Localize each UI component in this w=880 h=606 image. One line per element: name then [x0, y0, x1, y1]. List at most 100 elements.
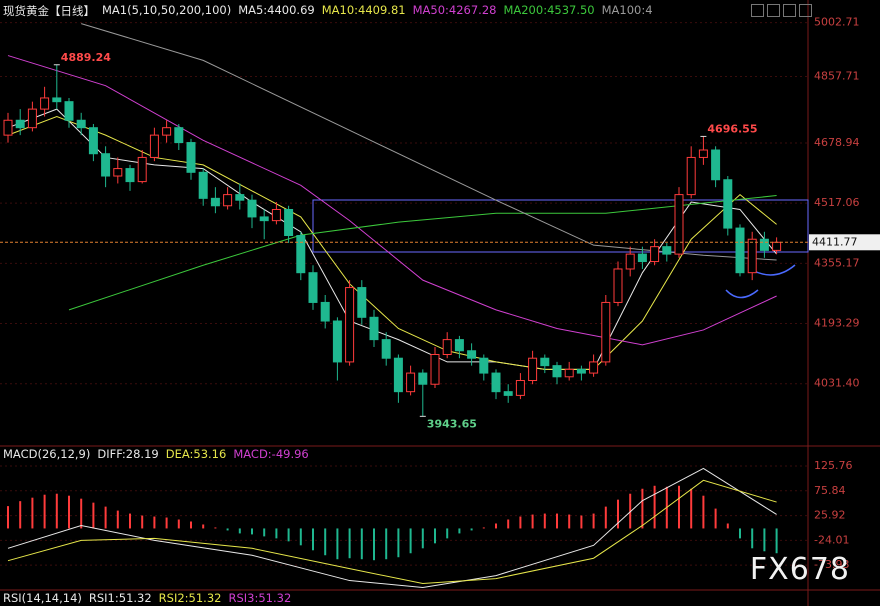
candle-body	[381, 339, 391, 359]
y-tick-label: 25.92	[814, 509, 846, 522]
tool-button[interactable]	[751, 4, 764, 17]
candle-body	[552, 365, 562, 378]
watermark: FX678	[749, 552, 850, 587]
candle-body	[662, 246, 672, 255]
candle-body	[125, 168, 135, 183]
candle-body	[15, 119, 25, 129]
candle-body	[674, 194, 684, 255]
candle-body	[271, 208, 281, 222]
candle-body	[467, 350, 477, 359]
toolbar[interactable]	[751, 4, 812, 17]
candle-body	[686, 156, 696, 196]
candle-body	[162, 127, 172, 136]
annotation-label: 4696.55	[707, 122, 757, 135]
y-tick-label: 4355.17	[814, 256, 860, 269]
candle-body	[320, 301, 330, 322]
candle-body	[406, 372, 416, 393]
candle-body	[235, 194, 245, 201]
y-tick-label: 4517.06	[814, 196, 860, 209]
legend-entry: RSI2:51.32	[158, 591, 222, 605]
tool-button[interactable]	[799, 4, 812, 17]
candle-body	[759, 238, 769, 251]
ma-line	[68, 195, 777, 311]
candle-body	[3, 119, 13, 136]
candle-body	[64, 101, 74, 121]
candle-body	[137, 156, 147, 183]
ma-line	[81, 23, 777, 261]
tool-button[interactable]	[783, 4, 796, 17]
y-tick-label: -73.93	[814, 558, 849, 571]
candle-body	[369, 316, 379, 341]
candle-body	[88, 127, 98, 155]
candle-body	[247, 199, 257, 218]
candle-body	[40, 97, 50, 110]
candle-body	[564, 368, 574, 378]
legend-entry: MA50:4267.28	[412, 3, 497, 17]
indicator-label: RSI(14,14,14)	[3, 591, 82, 605]
y-tick-label: 125.76	[814, 459, 853, 472]
candle-body	[723, 179, 733, 229]
ma-line	[7, 467, 777, 589]
annotation-label: 4889.24	[61, 51, 111, 64]
tool-button[interactable]	[767, 4, 780, 17]
legend-entry: DEA:53.16	[165, 447, 227, 461]
candle-body	[357, 287, 367, 318]
annotation-label: 3943.65	[427, 417, 477, 430]
annotation-curve	[725, 289, 759, 299]
legend-entry: MA5:4400.69	[238, 3, 315, 17]
candle-body	[284, 208, 294, 237]
rsi-header: RSI(14,14,14) RSI1:51.32 RSI2:51.32 RSI3:51…	[3, 591, 291, 605]
ma-line	[7, 116, 777, 370]
candle-body	[101, 153, 111, 177]
candle-body	[430, 353, 440, 385]
legend-entry: MA200:4537.50	[503, 3, 595, 17]
candle-body	[76, 119, 86, 129]
ma-line	[7, 108, 777, 370]
candle-body	[174, 127, 184, 144]
candle-body	[454, 339, 464, 352]
y-tick-label: 5002.71	[814, 16, 860, 29]
candle-body	[503, 391, 513, 396]
candle-body	[296, 235, 306, 274]
candle-body	[149, 134, 159, 158]
candle-body	[711, 149, 721, 181]
candle-body	[650, 246, 660, 263]
range-box	[312, 199, 809, 253]
legend-entry: RSI1:51.32	[88, 591, 152, 605]
candle-body	[52, 97, 62, 103]
candle-body	[345, 287, 355, 363]
candle-body	[747, 238, 757, 274]
ma-line	[7, 55, 777, 346]
chart-title: 现货黄金【日线】	[3, 4, 95, 18]
candle-body	[418, 372, 428, 385]
candle-body	[698, 149, 708, 158]
candle-body	[27, 108, 37, 129]
candle-body	[479, 357, 489, 374]
candle-body	[259, 216, 269, 222]
candle-body	[186, 142, 196, 173]
indicator-label: MACD(26,12,9)	[3, 447, 91, 461]
candle-body	[637, 253, 647, 263]
candle-body	[113, 168, 123, 177]
candle-body	[210, 197, 220, 207]
candle-body	[515, 380, 525, 396]
y-tick-label: 4193.29	[814, 317, 860, 330]
ma-line	[7, 479, 777, 585]
legend-entry: DIFF:28.19	[97, 447, 159, 461]
candle-body	[772, 241, 782, 251]
candle-body	[308, 272, 318, 303]
indicator-label: MA1(5,10,50,200,100)	[102, 3, 232, 17]
last-price-box	[809, 234, 880, 251]
candle-body	[528, 357, 538, 382]
y-tick-label: 4857.71	[814, 69, 860, 82]
candle-body	[601, 301, 611, 363]
y-tick-label: 4031.40	[814, 377, 860, 390]
macd-header: MACD(26,12,9) DIFF:28.19 DEA:53.16 MACD:-49…	[3, 447, 309, 461]
candle-body	[223, 194, 233, 207]
candle-body	[613, 268, 623, 303]
legend-entry: MACD:-49.96	[233, 447, 309, 461]
y-tick-label: 75.84	[814, 484, 846, 497]
y-tick-label: 4678.94	[814, 136, 860, 149]
